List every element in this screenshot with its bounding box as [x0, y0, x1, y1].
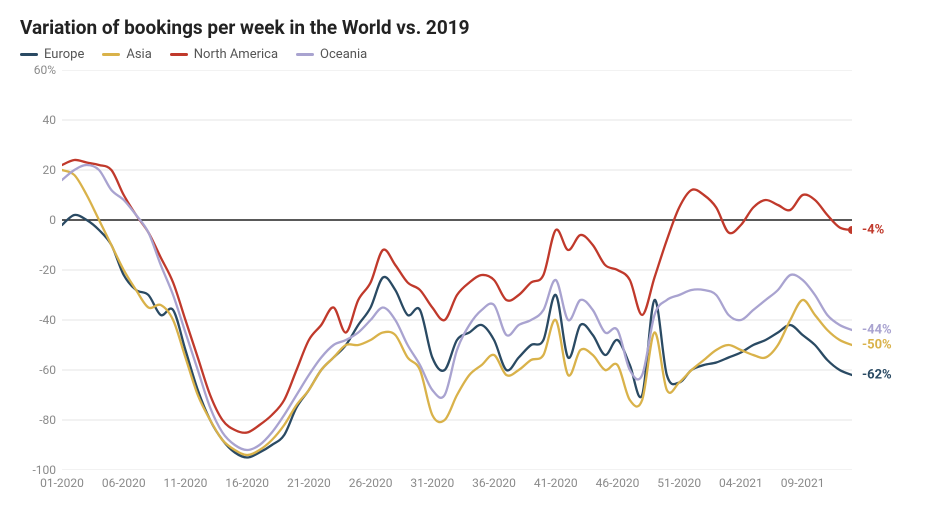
x-axis-label: 11-2020	[164, 470, 208, 490]
legend-item: Europe	[20, 47, 84, 62]
x-axis-label: 16-2020	[225, 470, 269, 490]
legend-label: North America	[194, 47, 278, 62]
series-end-label: -62%	[862, 368, 892, 383]
y-axis-label: -60	[39, 363, 62, 377]
series-end-marker	[848, 226, 852, 234]
legend-swatch	[170, 53, 188, 56]
y-axis-label: -20	[39, 263, 62, 277]
y-axis-label: 20	[43, 163, 63, 177]
legend-item: Oceania	[296, 47, 367, 62]
legend-item: North America	[170, 47, 278, 62]
legend-label: Europe	[44, 47, 84, 62]
x-axis-label: 31-2020	[410, 470, 454, 490]
y-axis-label: 0	[49, 213, 62, 227]
series-end-label: -44%	[862, 323, 892, 338]
legend-swatch	[20, 53, 38, 56]
y-axis-label: 60%	[34, 63, 62, 77]
legend-swatch	[296, 53, 314, 56]
legend: Europe Asia North America Oceania	[20, 47, 905, 62]
y-axis-label: -80	[39, 413, 62, 427]
x-axis-label: 46-2020	[596, 470, 640, 490]
legend-item: Asia	[102, 47, 151, 62]
series-end-label: -4%	[862, 223, 884, 238]
x-axis-label: 06-2020	[102, 470, 146, 490]
x-axis-label: 21-2020	[287, 470, 331, 490]
y-axis-label: -40	[39, 313, 62, 327]
x-axis-label: 09-2021	[781, 470, 825, 490]
page-title: Variation of bookings per week in the Wo…	[20, 16, 905, 39]
x-axis-label: 26-2020	[349, 470, 393, 490]
chart-plot: -100-80-60-40-200204060%01-202006-202011…	[62, 70, 910, 470]
series-line	[62, 160, 852, 433]
legend-swatch	[102, 53, 120, 56]
y-axis-label: 40	[43, 113, 63, 127]
x-axis-label: 01-2020	[40, 470, 84, 490]
x-axis-label: 51-2020	[657, 470, 701, 490]
x-axis-label: 04-2021	[719, 470, 763, 490]
legend-label: Oceania	[320, 47, 367, 62]
x-axis-label: 36-2020	[472, 470, 516, 490]
legend-label: Asia	[126, 47, 151, 62]
series-end-label: -50%	[862, 338, 892, 353]
series-line	[62, 170, 852, 455]
x-axis-label: 41-2020	[534, 470, 578, 490]
series-line	[62, 215, 852, 458]
